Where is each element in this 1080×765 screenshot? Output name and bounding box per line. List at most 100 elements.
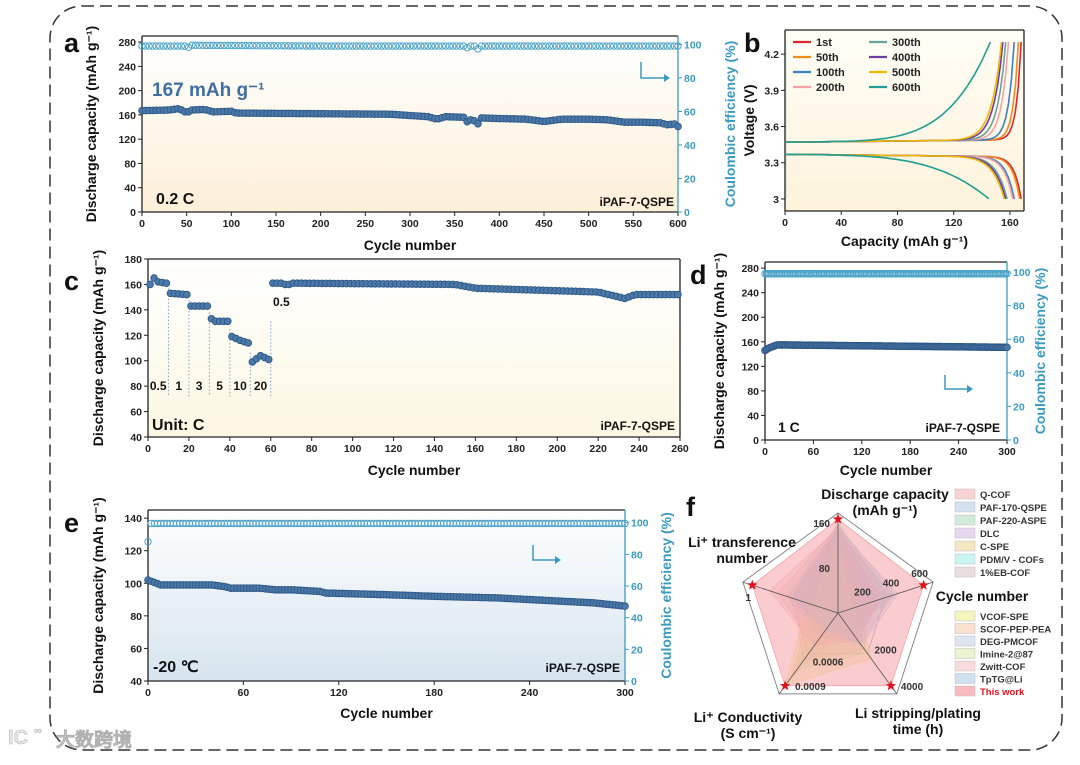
ce-point <box>588 42 596 50</box>
ce-point <box>549 42 557 50</box>
radar-tick-label: 0.0006 <box>813 658 844 669</box>
y-tick-label: 80 <box>124 158 136 170</box>
ce-point <box>274 42 282 50</box>
x-tick-label: 300 <box>998 446 1016 458</box>
legend-label: 100th <box>816 67 845 79</box>
x-tick-label: 500 <box>580 218 598 230</box>
capacity-point <box>1003 343 1011 352</box>
y-tick-label: 120 <box>741 361 759 373</box>
ce-point <box>592 42 600 50</box>
ce-point <box>374 42 382 50</box>
ce-point <box>1003 270 1011 278</box>
radar-axis-label: Cycle number <box>936 588 1029 604</box>
ce-point <box>220 41 228 50</box>
radar-outer-grid <box>742 512 934 695</box>
ce-point <box>174 42 182 50</box>
ce-point <box>634 42 643 50</box>
y-tick-label: 3.9 <box>764 85 779 97</box>
ce-point <box>152 42 160 50</box>
y-tick-label: 200 <box>118 86 136 98</box>
panel-letter-c: c <box>64 266 79 296</box>
ce-point <box>213 41 221 50</box>
ce-point <box>202 41 211 50</box>
ce-point <box>149 42 157 50</box>
ce-point <box>341 42 350 50</box>
y-tick-label: 200 <box>741 312 759 324</box>
capacity-point <box>244 339 253 347</box>
ce-point <box>618 519 626 528</box>
y-tick-label: 160 <box>741 337 759 349</box>
ce-point <box>577 42 586 50</box>
ce-point <box>656 42 664 50</box>
ce-point <box>159 42 168 50</box>
ce-point <box>156 42 164 50</box>
ce-point <box>370 42 378 50</box>
legend-label: 300th <box>892 37 921 49</box>
ce-point <box>349 42 357 50</box>
ce-point <box>621 519 629 528</box>
legend-label: DLC <box>980 529 1000 540</box>
x-tick-label: 150 <box>267 218 285 230</box>
ce-point <box>606 42 614 50</box>
ce-point <box>388 42 396 50</box>
x-tick-label: 160 <box>467 443 485 455</box>
ce-point <box>316 42 325 50</box>
radar-tick-label: 400 <box>883 578 900 589</box>
rate-label: 10 <box>233 379 247 393</box>
a-arrow-head <box>664 74 670 82</box>
ce-point <box>531 42 539 50</box>
x-tick-label: 240 <box>950 446 968 458</box>
capacity-point <box>674 290 682 299</box>
plot-background <box>785 30 1024 211</box>
x-tick-label: 240 <box>521 687 539 699</box>
panel-letter-f: f <box>686 492 696 522</box>
ce-point <box>291 42 300 50</box>
ce-point <box>524 42 532 50</box>
x-tick-label: 0 <box>145 687 151 699</box>
y2-tick-label: 0 <box>684 207 690 219</box>
x-tick-label: 100 <box>344 443 362 455</box>
y-tick-label: 4.2 <box>764 49 779 61</box>
svg-text:∞: ∞ <box>34 725 42 737</box>
ce-point <box>163 42 171 50</box>
y2-tick-label: 100 <box>631 518 649 530</box>
x-tick-label: 200 <box>548 443 566 455</box>
legend-swatch <box>954 673 976 684</box>
radar-area-VCOF-SPE <box>784 544 872 687</box>
radar-tick-label: 0.0009 <box>795 682 826 693</box>
y-tick-label: 40 <box>130 432 142 444</box>
ce-point <box>481 42 489 50</box>
e-temperature-label: -20 ℃ <box>153 659 199 676</box>
discharge-curve-600th <box>785 153 990 200</box>
radar-axis-line <box>742 581 839 614</box>
ce-point <box>602 42 611 50</box>
x-tick-label: 80 <box>306 443 318 455</box>
ce-point <box>252 41 261 50</box>
y2-tick-label: 60 <box>1013 334 1025 346</box>
y2-tick-label: 0 <box>631 676 637 688</box>
c-unit-label: Unit: C <box>152 417 205 434</box>
y-tick-label: 40 <box>747 410 759 422</box>
legend-swatch <box>954 488 976 500</box>
ce-point <box>331 42 339 50</box>
ce-point <box>227 41 236 50</box>
legend-swatch <box>954 566 976 578</box>
x-axis-title: Cycle number <box>364 237 457 253</box>
ce-point <box>395 42 403 50</box>
x-tick-label: 120 <box>945 217 963 229</box>
ce-point <box>534 42 543 50</box>
radar-axis-label: number <box>716 550 768 566</box>
y-tick-label: 3.3 <box>764 158 779 170</box>
x-tick-label: 400 <box>491 218 509 230</box>
ce-point <box>613 42 621 50</box>
x-tick-label: 240 <box>630 443 648 455</box>
radar-area-Zwitt-COF <box>769 528 882 646</box>
radar-axis-label: time (h) <box>893 721 944 737</box>
ce-point <box>431 42 439 50</box>
y2-tick-label: 60 <box>684 106 696 118</box>
x-tick-label: 350 <box>446 218 464 230</box>
panel-letter-b: b <box>744 28 761 58</box>
star-marker-icon <box>747 579 758 590</box>
legend-label: PAF-220-ASPE <box>980 516 1046 527</box>
